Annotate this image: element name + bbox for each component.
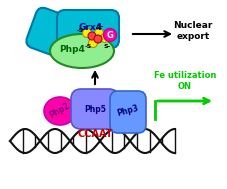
- FancyBboxPatch shape: [26, 8, 83, 60]
- Text: G: G: [106, 30, 113, 40]
- Text: Php3: Php3: [116, 104, 139, 118]
- Circle shape: [103, 29, 116, 42]
- Text: CCAAT: CCAAT: [77, 129, 112, 139]
- Text: Nuclear
export: Nuclear export: [173, 21, 212, 41]
- Text: S-: S-: [96, 23, 103, 29]
- Circle shape: [100, 33, 109, 43]
- Circle shape: [82, 29, 91, 37]
- Circle shape: [94, 35, 101, 43]
- Ellipse shape: [50, 34, 114, 68]
- Circle shape: [88, 39, 97, 47]
- Circle shape: [88, 32, 96, 40]
- FancyBboxPatch shape: [57, 10, 118, 48]
- FancyBboxPatch shape: [71, 89, 118, 129]
- Circle shape: [94, 29, 103, 37]
- Text: Php5: Php5: [84, 105, 106, 114]
- Text: Grx4: Grx4: [79, 23, 103, 33]
- Text: S-: S-: [103, 43, 110, 49]
- Text: Php2: Php2: [48, 102, 72, 120]
- Text: Fe utilization
ON: Fe utilization ON: [153, 71, 215, 91]
- FancyBboxPatch shape: [109, 91, 145, 133]
- Text: -S: -S: [84, 43, 91, 49]
- Ellipse shape: [44, 97, 76, 125]
- Text: -S: -S: [76, 28, 83, 33]
- Text: Php4: Php4: [59, 46, 85, 54]
